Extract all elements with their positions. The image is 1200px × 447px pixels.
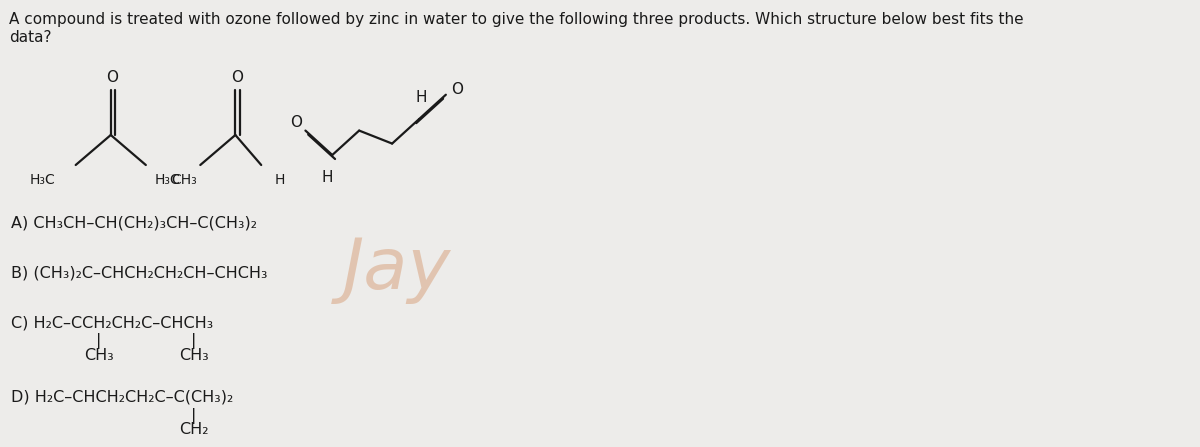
- Text: H₃C: H₃C: [155, 173, 180, 187]
- Text: H: H: [274, 173, 284, 187]
- Text: CH₂: CH₂: [179, 422, 209, 437]
- Text: |: |: [96, 333, 102, 349]
- Text: O: O: [232, 69, 244, 84]
- Text: Jay: Jay: [343, 236, 451, 304]
- Text: C) H₂C–CCH₂CH₂C–CHCH₃: C) H₂C–CCH₂CH₂C–CHCH₃: [11, 315, 214, 330]
- Text: O: O: [451, 82, 463, 97]
- Text: A compound is treated with ozone followed by zinc in water to give the following: A compound is treated with ozone followe…: [10, 12, 1024, 27]
- Text: B) (CH₃)₂C–CHCH₂CH₂CH–CHCH₃: B) (CH₃)₂C–CHCH₂CH₂CH–CHCH₃: [11, 265, 268, 280]
- Text: CH₃: CH₃: [170, 173, 197, 187]
- Text: |: |: [191, 408, 197, 424]
- Text: D) H₂C–CHCH₂CH₂C–C(CH₃)₂: D) H₂C–CHCH₂CH₂C–C(CH₃)₂: [11, 390, 233, 405]
- Text: data?: data?: [10, 30, 52, 45]
- Text: H: H: [415, 90, 426, 105]
- Text: H₃C: H₃C: [30, 173, 55, 187]
- Text: CH₃: CH₃: [84, 348, 114, 363]
- Text: |: |: [191, 333, 197, 349]
- Text: CH₃: CH₃: [179, 348, 209, 363]
- Text: O: O: [107, 69, 119, 84]
- Text: O: O: [290, 115, 302, 130]
- Text: H: H: [322, 169, 334, 185]
- Text: A) CH₃CH–CH(CH₂)₃CH–C(CH₃)₂: A) CH₃CH–CH(CH₂)₃CH–C(CH₃)₂: [11, 215, 257, 230]
